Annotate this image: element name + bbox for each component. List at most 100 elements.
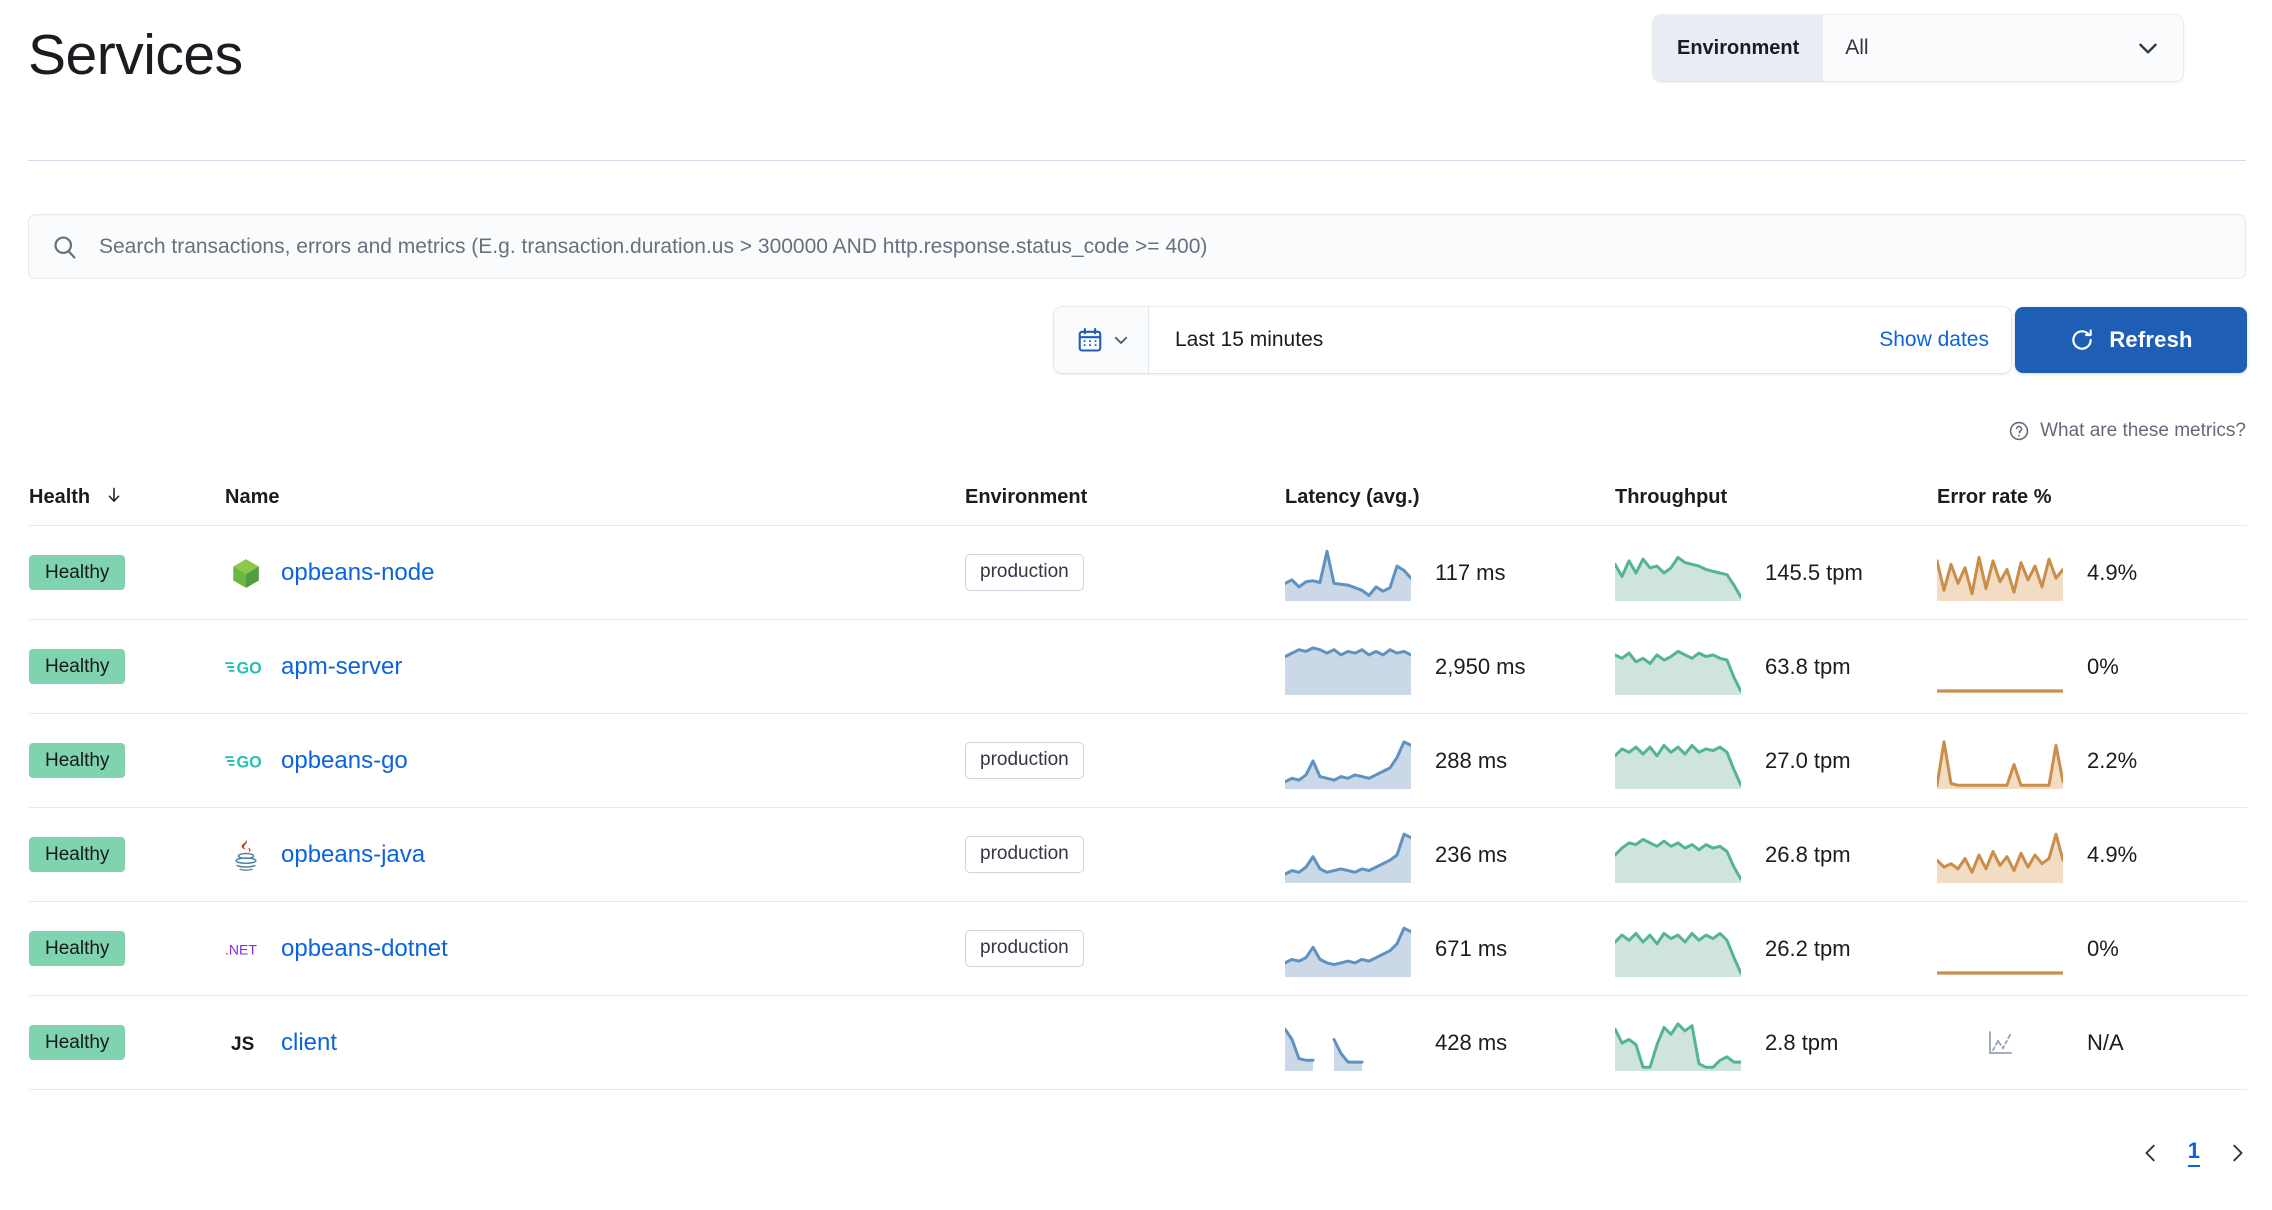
cell-environment: production [965,742,1285,779]
column-header-health[interactable]: Health [29,485,225,511]
service-link[interactable]: opbeans-dotnet [281,934,448,962]
error-rate-sparkline [1937,639,2063,695]
column-header-throughput[interactable]: Throughput [1615,486,1937,509]
cell-health: Healthy [29,554,225,591]
service-link[interactable]: opbeans-java [281,840,426,868]
column-header-latency[interactable]: Latency (avg.) [1285,486,1615,509]
cell-error-rate: 2.2% [1935,733,2247,789]
table-row[interactable]: Healthy opbeans-java production 236 ms 26.8 … [29,807,2247,901]
latency-sparkline [1283,921,1413,977]
cell-error-rate: 0% [1937,639,2247,695]
latency-value: 117 ms [1435,559,1506,585]
cell-throughput: 26.2 tpm [1613,921,1937,977]
date-quick-select-button[interactable] [1054,307,1149,373]
service-link[interactable]: opbeans-node [281,558,435,586]
cell-name: .NET opbeans-dotnet [225,935,965,963]
cell-latency: 2,950 ms [1283,639,1615,695]
date-range-field[interactable]: Last 15 minutes Show dates [1149,307,2011,373]
error-rate-sparkline [1935,545,2065,601]
latency-value: 236 ms [1435,841,1508,867]
pagination-next-button[interactable] [2226,1142,2248,1164]
column-header-error-rate[interactable]: Error rate % [1937,486,2247,509]
cell-health: Healthy [29,930,225,967]
question-circle-icon [2008,420,2030,442]
search-input[interactable]: Search transactions, errors and metrics … [29,215,2245,278]
empty-chart-icon [1937,1015,2063,1071]
latency-value: 288 ms [1435,747,1508,773]
column-header-name[interactable]: Name [225,486,965,509]
table-row[interactable]: Healthy JS client 428 ms 2.8 tpm N/A [29,995,2247,1089]
cell-throughput: 26.8 tpm [1613,827,1937,883]
service-link[interactable]: apm-server [281,652,403,680]
cell-environment: production [965,836,1285,873]
throughput-value: 26.8 tpm [1765,841,1851,867]
svg-text:JS: JS [231,1034,254,1054]
pagination-page-1[interactable]: 1 [2187,1138,2200,1168]
cell-latency: 428 ms [1283,1015,1615,1071]
throughput-sparkline [1613,733,1743,789]
throughput-sparkline [1613,1015,1743,1071]
throughput-value: 27.0 tpm [1765,747,1851,773]
error-rate-sparkline [1935,827,2065,883]
cell-latency: 288 ms [1283,733,1615,789]
environment-filter[interactable]: Environment All [1653,15,2184,81]
cell-throughput: 27.0 tpm [1613,733,1937,789]
what-are-these-metrics-link[interactable]: What are these metrics? [2008,420,2246,442]
column-header-throughput-label: Throughput [1615,486,1728,508]
throughput-value: 63.8 tpm [1765,653,1851,679]
column-header-environment-label: Environment [965,486,1088,508]
nodejs-icon [225,556,267,590]
svg-text:GO: GO [236,753,261,771]
cell-name: opbeans-node [225,556,965,590]
column-header-error-rate-label: Error rate % [1937,486,2052,508]
table-row[interactable]: Healthy .NET opbeans-dotnet production 671 m… [29,901,2247,995]
dotnet-icon: .NET [225,939,267,959]
pagination: 1 [2140,1138,2248,1168]
status-badge: Healthy [29,930,126,967]
cell-health: Healthy [29,836,225,873]
cell-environment: production [965,554,1285,591]
table-header-row: Health Name Environment Latency (avg.) T… [29,470,2247,525]
environment-select[interactable]: All [1823,15,2184,81]
cell-throughput: 2.8 tpm [1613,1015,1937,1071]
table-row[interactable]: Healthy opbeans-node production 117 ms 145.5… [29,525,2247,619]
service-link[interactable]: client [281,1028,338,1056]
latency-sparkline [1283,545,1413,601]
date-picker[interactable]: Last 15 minutes Show dates [1054,307,2011,373]
column-header-latency-label: Latency (avg.) [1285,486,1420,508]
table-body: Healthy opbeans-node production 117 ms 145.5… [29,525,2247,1090]
show-dates-button[interactable]: Show dates [1879,328,1989,351]
cell-name: GO opbeans-go [225,747,965,775]
search-icon [51,233,79,261]
environment-badge: production [965,836,1084,873]
status-badge: Healthy [29,554,126,591]
throughput-sparkline [1613,921,1743,977]
table-row[interactable]: Healthy GO apm-server 2,950 ms 63.8 tpm 0% [29,619,2247,713]
throughput-sparkline [1613,545,1743,601]
cell-latency: 671 ms [1283,921,1615,977]
refresh-icon [2069,327,2095,353]
cell-error-rate: 4.9% [1935,827,2247,883]
environment-badge: production [965,742,1084,779]
pagination-previous-button[interactable] [2140,1142,2162,1164]
cell-latency: 117 ms [1283,545,1615,601]
error-rate-sparkline [1937,921,2063,977]
table-row[interactable]: Healthy GO opbeans-go production 288 ms 27.0 … [29,713,2247,807]
cell-health: Healthy [29,742,225,779]
metrics-help-label: What are these metrics? [2040,420,2246,441]
throughput-value: 145.5 tpm [1765,559,1863,585]
page-title: Services [28,23,243,87]
throughput-value: 26.2 tpm [1765,935,1851,961]
service-link[interactable]: opbeans-go [281,746,408,774]
header-divider [28,160,2246,161]
chevron-down-icon [1112,331,1130,349]
svg-text:GO: GO [236,659,261,677]
page-header: Services Environment All [0,0,2272,161]
cell-name: GO apm-server [225,653,965,681]
column-header-environment[interactable]: Environment [965,486,1285,509]
cell-throughput: 63.8 tpm [1613,639,1937,695]
throughput-value: 2.8 tpm [1765,1029,1839,1055]
cell-error-rate: N/A [1937,1015,2247,1071]
refresh-button[interactable]: Refresh [2015,307,2247,373]
